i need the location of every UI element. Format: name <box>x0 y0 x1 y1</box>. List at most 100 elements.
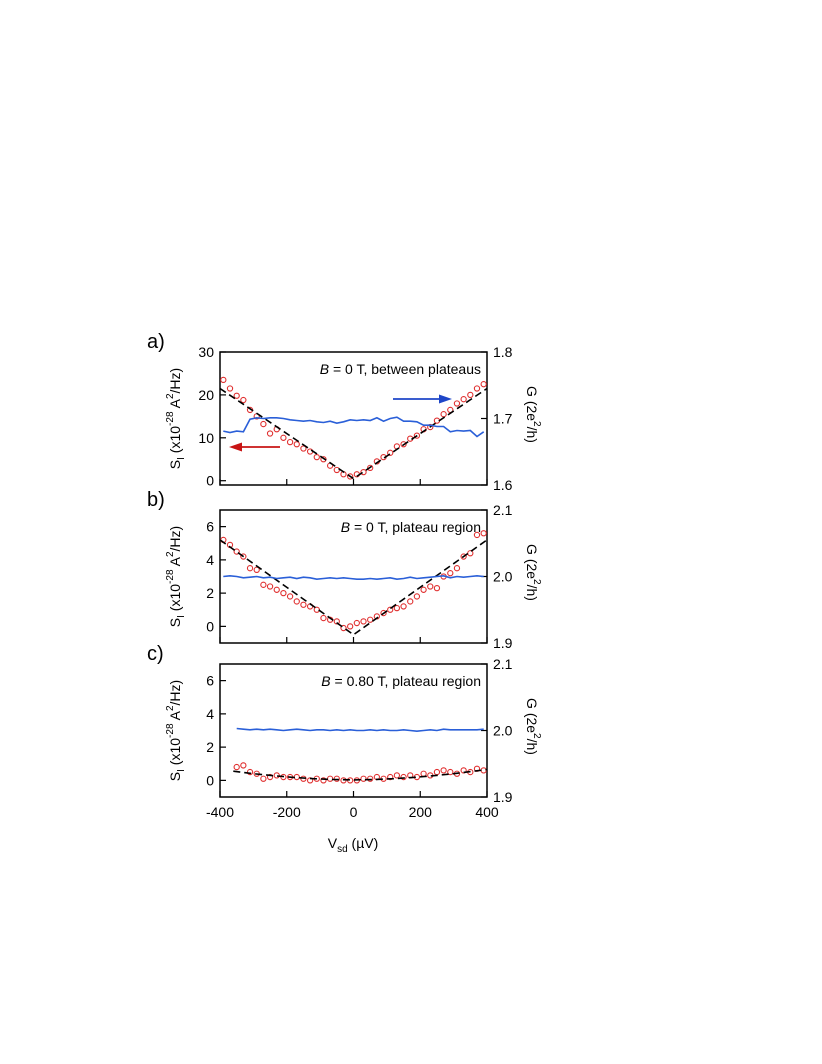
noise-point <box>460 396 467 403</box>
noise-point <box>387 606 394 613</box>
noise-point <box>380 609 387 617</box>
y-left-tick-label: 10 <box>198 430 214 446</box>
right-axis-arrow-head <box>439 394 452 404</box>
noise-point <box>260 420 267 428</box>
noise-point <box>480 767 487 774</box>
noise-point <box>360 468 367 476</box>
noise-point <box>260 775 267 782</box>
noise-point <box>467 391 474 399</box>
y-left-tick-label: 20 <box>198 387 214 403</box>
noise-point <box>340 624 347 632</box>
noise-point <box>393 604 401 612</box>
noise-point <box>293 441 300 448</box>
panel-annotation: B = 0.80 T, plateau region <box>321 673 481 689</box>
y-right-axis-label: G (2e2/h) <box>524 698 542 755</box>
noise-point <box>420 770 427 777</box>
noise-point <box>447 768 454 776</box>
noise-point <box>300 775 307 782</box>
noise-point <box>427 583 434 590</box>
y-left-tick-label: 0 <box>206 473 214 489</box>
y-left-tick-label: 0 <box>206 772 214 788</box>
noise-point <box>233 548 240 555</box>
noise-point <box>333 775 340 782</box>
y-right-axis-label: G (2e2/h) <box>524 386 542 443</box>
noise-point <box>367 775 374 782</box>
noise-point <box>387 773 394 781</box>
conductance-line <box>236 727 484 733</box>
noise-point <box>480 381 487 388</box>
noise-point <box>387 449 394 456</box>
noise-point <box>393 772 401 779</box>
noise-point <box>453 565 461 572</box>
conductance-line <box>223 574 484 581</box>
noise-point <box>273 586 280 593</box>
noise-point <box>280 589 287 597</box>
y-right-tick-label: 1.9 <box>493 789 513 805</box>
x-tick-label: -200 <box>273 804 301 820</box>
x-tick-label: -400 <box>206 804 234 820</box>
noise-point <box>320 777 327 784</box>
noise-point <box>286 438 294 446</box>
noise-point <box>473 385 481 392</box>
noise-point <box>440 411 447 418</box>
y-left-tick-label: 2 <box>206 739 214 755</box>
x-tick-label: 0 <box>350 804 358 820</box>
noise-point <box>360 618 367 625</box>
noise-point <box>333 618 340 625</box>
y-left-axis-label: SI (x10-28 A2/Hz) <box>165 368 187 469</box>
noise-point <box>473 531 481 539</box>
noise-point <box>246 768 254 776</box>
panel-1: a) B = 0 T, between plateaus 0 10 20 30 1.6 1.7… <box>147 331 542 493</box>
noise-point <box>413 593 421 600</box>
noise-point <box>400 603 407 610</box>
fit-line <box>219 539 488 636</box>
noise-point <box>220 376 227 384</box>
noise-point <box>400 773 407 781</box>
panel-label: a) <box>147 331 165 353</box>
y-left-tick-label: 0 <box>206 618 214 634</box>
x-axis-title-text: Vsd (µV) <box>328 835 379 855</box>
noise-series <box>220 530 487 632</box>
y-left-tick-label: 6 <box>206 673 214 689</box>
noise-point <box>266 430 274 437</box>
noise-point <box>233 763 240 771</box>
noise-point <box>313 453 320 461</box>
noise-point <box>240 553 247 560</box>
noise-point <box>280 434 287 441</box>
y-left-tick-label: 30 <box>198 344 214 360</box>
y-right-tick-label: 1.7 <box>493 411 513 427</box>
noise-point <box>420 586 427 593</box>
noise-point <box>347 473 354 480</box>
noise-point <box>226 385 234 392</box>
noise-point <box>240 396 247 404</box>
left-axis-arrow-head <box>229 442 242 452</box>
y-right-tick-label: 2.0 <box>493 723 513 739</box>
y-right-tick-label: 2.1 <box>493 502 513 518</box>
panel-label: b) <box>147 489 165 511</box>
y-left-axis-label: SI (x10-28 A2/Hz) <box>165 680 187 781</box>
noise-point <box>460 767 467 774</box>
noise-point <box>360 775 367 782</box>
x-tick-label: 200 <box>409 804 433 820</box>
noise-point <box>233 392 240 399</box>
y-left-tick-label: 4 <box>206 706 214 722</box>
conductance-line <box>223 416 485 438</box>
x-tick-label: 400 <box>475 804 499 820</box>
noise-point <box>353 619 360 627</box>
noise-point <box>400 441 407 448</box>
noise-point <box>347 623 354 630</box>
noise-point <box>447 570 454 577</box>
y-right-tick-label: 1.6 <box>493 477 513 493</box>
noise-point <box>300 601 307 608</box>
y-right-axis-label: G (2e2/h) <box>524 544 542 601</box>
noise-point <box>367 616 374 623</box>
noise-point <box>467 550 474 557</box>
y-left-tick-label: 2 <box>206 585 214 601</box>
panel-annotation: B = 0 T, between plateaus <box>320 361 481 377</box>
panel-3: c) B = 0.80 T, plateau region -400 -200 0 200… <box>147 643 542 820</box>
noise-point <box>440 767 447 774</box>
noise-point <box>286 593 294 600</box>
noise-point <box>260 581 267 588</box>
panel-label: c) <box>147 643 164 665</box>
noise-point <box>253 566 260 573</box>
